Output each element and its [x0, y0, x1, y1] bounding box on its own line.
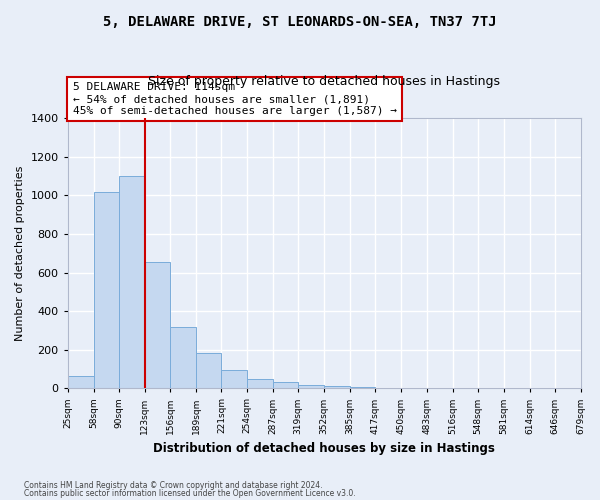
Title: Size of property relative to detached houses in Hastings: Size of property relative to detached ho…	[148, 75, 500, 88]
Bar	[170, 326, 196, 388]
Bar	[119, 176, 145, 388]
Bar	[324, 386, 350, 388]
Text: 5, DELAWARE DRIVE, ST LEONARDS-ON-SEA, TN37 7TJ: 5, DELAWARE DRIVE, ST LEONARDS-ON-SEA, T…	[103, 15, 497, 29]
Y-axis label: Number of detached properties: Number of detached properties	[15, 166, 25, 341]
Bar	[298, 385, 324, 388]
X-axis label: Distribution of detached houses by size in Hastings: Distribution of detached houses by size …	[153, 442, 495, 455]
Bar	[350, 386, 375, 388]
Bar	[68, 376, 94, 388]
Text: 5 DELAWARE DRIVE: 114sqm
← 54% of detached houses are smaller (1,891)
45% of sem: 5 DELAWARE DRIVE: 114sqm ← 54% of detach…	[73, 82, 397, 116]
Bar	[221, 370, 247, 388]
Bar	[247, 378, 273, 388]
Text: Contains public sector information licensed under the Open Government Licence v3: Contains public sector information licen…	[24, 488, 356, 498]
Bar	[273, 382, 298, 388]
Text: Contains HM Land Registry data © Crown copyright and database right 2024.: Contains HM Land Registry data © Crown c…	[24, 481, 323, 490]
Bar	[145, 262, 170, 388]
Bar	[196, 352, 221, 388]
Bar	[94, 192, 119, 388]
